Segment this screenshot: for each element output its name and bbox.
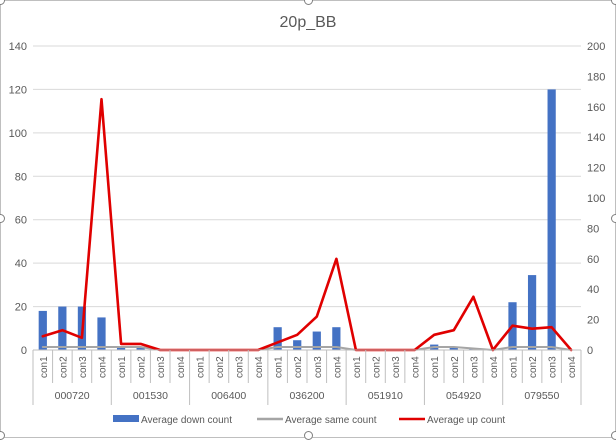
sub-category-label: con4 [254,356,265,378]
resize-handle-bottom-right[interactable] [611,431,616,440]
primary-tick-label: 20 [15,302,27,314]
secondary-tick-label: 120 [587,163,605,175]
group-label: 000720 [55,390,90,402]
resize-handle-left[interactable] [0,214,5,223]
group-label: 051910 [368,390,403,402]
secondary-tick-label: 100 [587,193,605,205]
primary-tick-label: 40 [15,258,27,270]
bar [449,347,458,350]
secondary-tick-label: 180 [587,71,605,83]
gridlines [33,45,581,308]
sub-category-label: con3 [391,356,402,378]
primary-axis: 0 20 40 60 80 100 120 140 [9,41,27,357]
group-label: 036200 [289,390,324,402]
resize-handle-bottom[interactable] [304,431,313,440]
legend: Average down count Average same count Aver… [113,415,505,426]
bar [116,347,126,350]
bar [547,89,556,350]
legend-label: Average down count [141,415,232,426]
bar [97,317,106,350]
legend-swatch [113,415,139,422]
sub-category-label: con1 [195,356,206,378]
series-line [41,97,573,352]
bar [58,306,67,350]
secondary-tick-label: 140 [587,132,605,144]
secondary-tick-label: 0 [587,345,593,357]
group-label: 006400 [211,390,246,402]
resize-handle-right[interactable] [611,214,616,223]
sub-category-label: con2 [372,356,383,378]
secondary-tick-label: 160 [587,102,605,114]
sub-category-label: con3 [548,356,559,378]
secondary-tick-label: 60 [587,254,599,266]
bar [273,327,282,350]
resize-handle-top[interactable] [304,0,313,5]
resize-handle-top-left[interactable] [0,0,5,5]
sub-category-label: con3 [313,356,324,378]
sub-category-label: con3 [156,356,167,378]
bar [136,347,145,350]
sub-category-label: con2 [450,356,461,378]
sub-category-label: con2 [215,356,226,378]
sub-category-label: con1 [352,356,363,378]
sub-category-label: con4 [567,356,578,378]
bar [332,327,341,350]
group-label: 054920 [446,390,481,402]
sub-category-label: con2 [293,356,304,378]
secondary-tick-label: 20 [587,315,599,327]
sub-category-label: con3 [469,356,480,378]
bar [293,340,302,350]
line-series [41,97,573,352]
legend-label: Average up count [427,415,505,426]
series-line [41,346,573,351]
chart-title: 20p_BB [280,14,337,31]
sub-category-label: con1 [509,356,520,378]
sub-category-label: con2 [137,356,148,378]
bar [312,331,321,350]
sub-category-label: con3 [235,356,246,378]
secondary-axis: 0 20 40 60 80 100 120 140 160 180 200 [587,41,605,357]
sub-category-label: con4 [98,356,109,378]
secondary-tick-label: 200 [587,41,605,53]
group-label: 079550 [524,390,559,402]
sub-category-label: con3 [78,356,89,378]
secondary-tick-label: 40 [587,284,599,296]
primary-tick-label: 120 [9,84,27,96]
sub-category-label: con1 [39,356,50,378]
primary-tick-label: 100 [9,128,27,140]
primary-tick-label: 60 [15,215,27,227]
legend-label: Average same count [285,415,377,426]
sub-category-label: con4 [411,356,422,378]
secondary-tick-label: 80 [587,223,599,235]
category-axis: con1 con2 con3 con4 con1 con2 con3 con4 con1 con2… [32,349,582,405]
sub-category-label: con1 [274,356,285,378]
primary-tick-label: 140 [9,41,27,53]
sub-category-label: con1 [430,356,441,378]
group-label: 001530 [133,390,168,402]
sub-category-label: con4 [332,356,343,378]
primary-tick-label: 0 [21,345,27,357]
resize-handle-top-right[interactable] [611,0,616,5]
sub-category-label: con2 [58,356,69,378]
bar [38,310,47,350]
sub-category-label: con4 [489,356,500,378]
sub-category-label: con1 [117,356,128,378]
bar [527,275,537,350]
primary-tick-label: 80 [15,171,27,183]
sub-category-label: con2 [528,356,539,378]
sub-category-label: con4 [176,356,187,378]
